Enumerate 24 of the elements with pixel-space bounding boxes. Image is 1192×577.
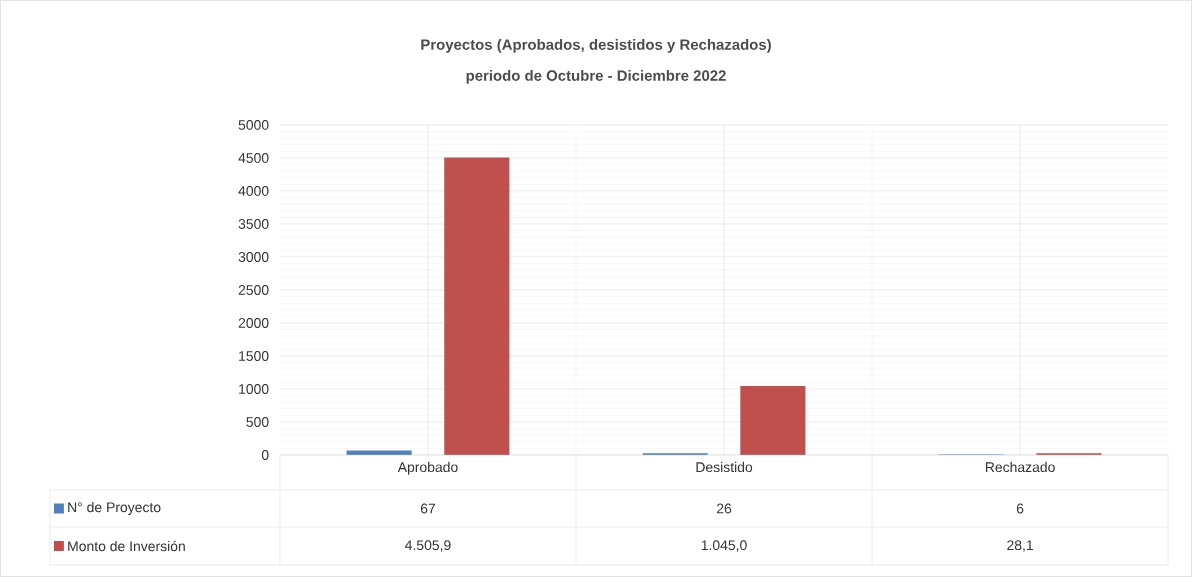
y-tick-label: 2000	[238, 318, 269, 328]
x-tick-label: Desistido	[696, 461, 753, 473]
y-tick-label: 500	[246, 417, 269, 427]
y-tick-label: 3000	[238, 252, 269, 262]
y-tick-label: 1000	[239, 384, 269, 394]
data-label: 1.045,0	[701, 540, 747, 552]
y-tick-label: 2500	[238, 285, 269, 295]
x-tick-label: Rechazado	[985, 461, 1055, 473]
legend-label: N° de Proyecto	[68, 502, 161, 516]
y-tick-label: 4000	[238, 186, 269, 196]
legend-label: Monto de Inversión	[68, 540, 185, 552]
data-label: 6	[1016, 503, 1024, 514]
y-tick-label: 3500	[238, 219, 269, 229]
y-tick-label: 5000	[238, 120, 269, 130]
data-label: 26	[716, 503, 732, 514]
data-label: 67	[420, 503, 436, 514]
data-label: 28,1	[1007, 540, 1033, 552]
y-tick-label: 1500	[239, 351, 269, 361]
x-tick-label: Aprobado	[397, 461, 458, 475]
y-tick-label: 4500	[238, 153, 269, 163]
chart-title: Proyectos (Aprobados, desistidos y Rechazados)	[421, 38, 771, 53]
data-label: 4.505,9	[405, 540, 451, 552]
y-tick-label: 0	[261, 450, 269, 460]
chart-subtitle: periodo de Octubre - Diciembre 2022	[466, 69, 726, 84]
